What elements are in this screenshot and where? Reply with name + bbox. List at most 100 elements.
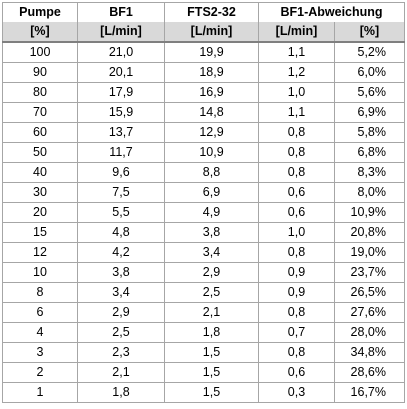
cell-fts2-32: 3,8 (164, 222, 259, 243)
cell-abweichung-abs: 0,3 (258, 382, 335, 403)
cell-fts2-32: 2,9 (164, 262, 259, 283)
cell-bf1: 17,9 (77, 82, 165, 103)
cell-abweichung-abs: 0,8 (258, 162, 335, 183)
cell-pumpe: 60 (2, 122, 78, 143)
cell-abweichung-pct: 10,9% (334, 202, 405, 223)
unit-header-fts2-32: [L/min] (164, 22, 259, 43)
cell-fts2-32: 14,8 (164, 102, 259, 123)
cell-bf1: 15,9 (77, 102, 165, 123)
cell-fts2-32: 1,5 (164, 362, 259, 383)
cell-bf1: 20,1 (77, 62, 165, 83)
table-row: 90 20,1 18,9 1,2 6,0% (2, 62, 405, 83)
cell-fts2-32: 1,5 (164, 382, 259, 403)
cell-abweichung-pct: 26,5% (334, 282, 405, 303)
cell-bf1: 4,2 (77, 242, 165, 263)
cell-abweichung-abs: 1,0 (258, 82, 335, 103)
cell-fts2-32: 16,9 (164, 82, 259, 103)
table-row: 50 11,7 10,9 0,8 6,8% (2, 142, 405, 163)
table-row: 8 3,4 2,5 0,9 26,5% (2, 282, 405, 303)
cell-bf1: 1,8 (77, 382, 165, 403)
table-row: 80 17,9 16,9 1,0 5,6% (2, 82, 405, 103)
cell-abweichung-abs: 0,6 (258, 182, 335, 203)
cell-fts2-32: 19,9 (164, 41, 259, 63)
unit-header-abweichung-pct: [%] (334, 22, 405, 43)
cell-bf1: 2,1 (77, 362, 165, 383)
cell-bf1: 5,5 (77, 202, 165, 223)
cell-bf1: 2,9 (77, 302, 165, 323)
cell-fts2-32: 2,5 (164, 282, 259, 303)
cell-abweichung-abs: 0,6 (258, 362, 335, 383)
cell-pumpe: 8 (2, 282, 78, 303)
cell-pumpe: 40 (2, 162, 78, 183)
cell-abweichung-pct: 6,9% (334, 102, 405, 123)
cell-abweichung-pct: 6,8% (334, 142, 405, 163)
table-row: 3 2,3 1,5 0,8 34,8% (2, 342, 405, 363)
cell-abweichung-abs: 0,9 (258, 262, 335, 283)
cell-abweichung-pct: 23,7% (334, 262, 405, 283)
cell-abweichung-pct: 5,8% (334, 122, 405, 143)
cell-fts2-32: 8,8 (164, 162, 259, 183)
cell-pumpe: 3 (2, 342, 78, 363)
cell-pumpe: 90 (2, 62, 78, 83)
cell-abweichung-pct: 28,6% (334, 362, 405, 383)
cell-abweichung-pct: 28,0% (334, 322, 405, 343)
cell-fts2-32: 3,4 (164, 242, 259, 263)
cell-bf1: 4,8 (77, 222, 165, 243)
cell-abweichung-abs: 1,0 (258, 222, 335, 243)
table-row: 4 2,5 1,8 0,7 28,0% (2, 322, 405, 343)
cell-fts2-32: 4,9 (164, 202, 259, 223)
cell-fts2-32: 1,5 (164, 342, 259, 363)
col-header-bf1-abweichung: BF1-Abweichung (258, 2, 405, 22)
cell-abweichung-pct: 34,8% (334, 342, 405, 363)
cell-pumpe: 70 (2, 102, 78, 123)
table-row: 2 2,1 1,5 0,6 28,6% (2, 362, 405, 383)
cell-bf1: 2,5 (77, 322, 165, 343)
cell-pumpe: 6 (2, 302, 78, 323)
cell-abweichung-abs: 1,1 (258, 41, 335, 63)
data-table: Pumpe BF1 FTS2-32 BF1-Abweichung [%] [L/… (2, 2, 405, 403)
table-row: 30 7,5 6,9 0,6 8,0% (2, 182, 405, 203)
cell-bf1: 9,6 (77, 162, 165, 183)
cell-fts2-32: 12,9 (164, 122, 259, 143)
cell-abweichung-abs: 0,8 (258, 302, 335, 323)
cell-bf1: 7,5 (77, 182, 165, 203)
cell-abweichung-pct: 6,0% (334, 62, 405, 83)
cell-bf1: 3,8 (77, 262, 165, 283)
table-row: 100 21,0 19,9 1,1 5,2% (2, 41, 405, 63)
cell-pumpe: 20 (2, 202, 78, 223)
cell-abweichung-abs: 0,8 (258, 122, 335, 143)
cell-abweichung-abs: 1,2 (258, 62, 335, 83)
table-row: 20 5,5 4,9 0,6 10,9% (2, 202, 405, 223)
cell-pumpe: 30 (2, 182, 78, 203)
table-body: 100 21,0 19,9 1,1 5,2% 90 20,1 18,9 1,2 6,0% 80 17,… (2, 41, 405, 403)
cell-pumpe: 1 (2, 382, 78, 403)
cell-abweichung-abs: 1,1 (258, 102, 335, 123)
cell-abweichung-pct: 8,3% (334, 162, 405, 183)
cell-pumpe: 12 (2, 242, 78, 263)
cell-fts2-32: 2,1 (164, 302, 259, 323)
unit-header-abweichung-abs: [L/min] (258, 22, 335, 43)
cell-bf1: 2,3 (77, 342, 165, 363)
table-row: 1 1,8 1,5 0,3 16,7% (2, 382, 405, 403)
cell-bf1: 21,0 (77, 41, 165, 63)
cell-pumpe: 15 (2, 222, 78, 243)
cell-abweichung-pct: 5,6% (334, 82, 405, 103)
cell-abweichung-abs: 0,8 (258, 142, 335, 163)
cell-bf1: 13,7 (77, 122, 165, 143)
cell-fts2-32: 10,9 (164, 142, 259, 163)
cell-pumpe: 2 (2, 362, 78, 383)
col-header-bf1: BF1 (77, 2, 165, 22)
header-row-units: [%] [L/min] [L/min] [L/min] [%] (2, 22, 405, 43)
col-header-pumpe: Pumpe (2, 2, 78, 22)
table-row: 60 13,7 12,9 0,8 5,8% (2, 122, 405, 143)
cell-abweichung-pct: 19,0% (334, 242, 405, 263)
cell-abweichung-abs: 0,8 (258, 342, 335, 363)
cell-abweichung-abs: 0,8 (258, 242, 335, 263)
col-header-fts2-32: FTS2-32 (164, 2, 259, 22)
cell-pumpe: 50 (2, 142, 78, 163)
cell-abweichung-pct: 20,8% (334, 222, 405, 243)
unit-header-pumpe: [%] (2, 22, 78, 43)
cell-pumpe: 10 (2, 262, 78, 283)
header-row-titles: Pumpe BF1 FTS2-32 BF1-Abweichung (2, 2, 405, 22)
table-row: 15 4,8 3,8 1,0 20,8% (2, 222, 405, 243)
